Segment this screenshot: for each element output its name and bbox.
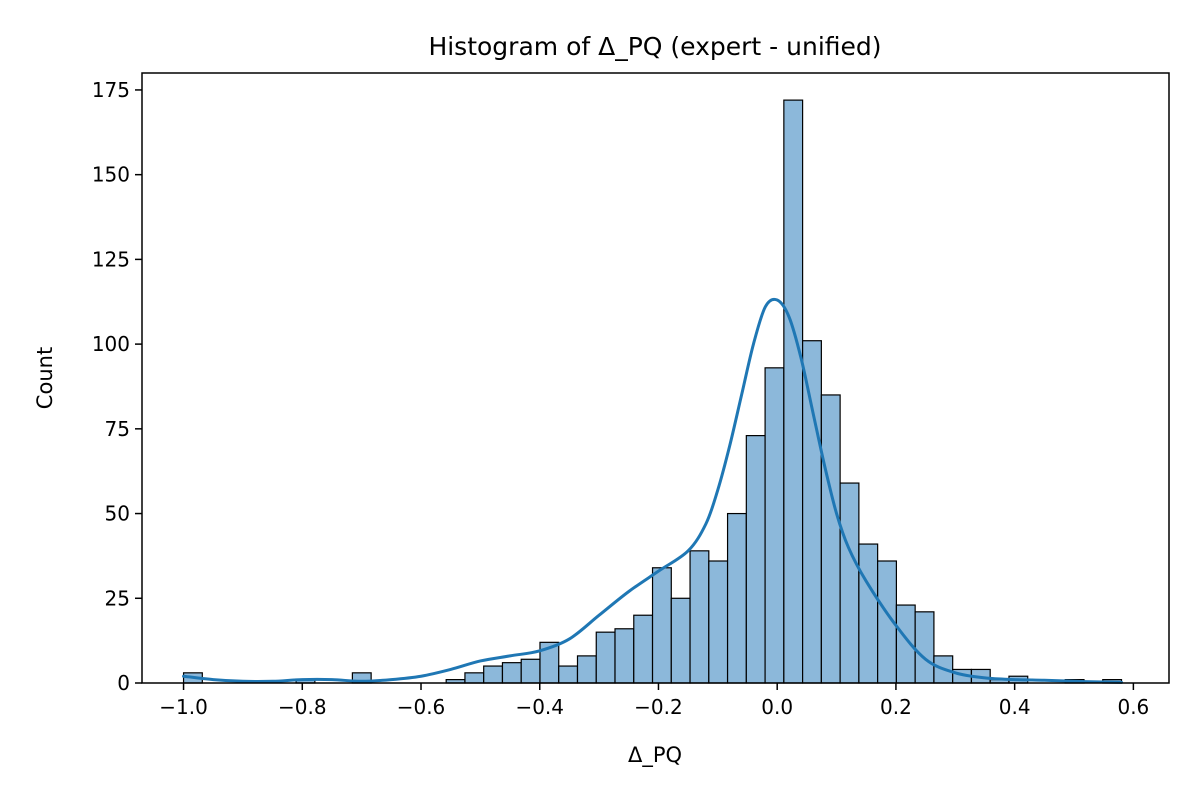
histogram-bar — [745, 435, 766, 684]
histogram-bar — [558, 665, 579, 684]
histogram-bar — [520, 658, 541, 684]
y-tick-label: 100 — [92, 332, 130, 356]
histogram-bar — [595, 631, 616, 684]
chart-title: Histogram of Δ_PQ (expert - unified) — [428, 32, 881, 61]
histogram-bar — [802, 340, 822, 684]
y-axis-label: Count — [33, 347, 57, 409]
x-tick-label: 0.4 — [999, 695, 1031, 719]
x-axis: −1.0 −0.8 −0.6 −0.4 −0.2 0.0 0.2 0.4 0.6 — [159, 683, 1149, 719]
histogram-bar — [858, 543, 879, 684]
y-tick-label: 150 — [92, 163, 130, 187]
histogram-bar — [726, 512, 747, 684]
plot-frame — [141, 72, 1170, 684]
histogram-bar — [670, 597, 691, 684]
histogram-bar — [708, 560, 729, 684]
x-tick-label: −0.4 — [515, 695, 564, 719]
histogram-bar — [651, 567, 672, 684]
histogram-bar — [839, 482, 860, 684]
x-tick-label: −1.0 — [159, 695, 208, 719]
histogram-bar — [501, 662, 522, 684]
y-tick-label: 125 — [92, 247, 130, 271]
histogram-bar — [820, 394, 841, 684]
x-tick-label: 0.6 — [1117, 695, 1149, 719]
y-tick-label: 25 — [105, 586, 130, 610]
kde-curve-line — [182, 297, 1124, 684]
y-tick-label: 75 — [105, 417, 130, 441]
x-tick-label: −0.2 — [634, 695, 683, 719]
histogram-bar — [614, 628, 635, 684]
histogram-bars — [182, 99, 1123, 684]
histogram-bar — [914, 611, 935, 684]
histogram-bar — [783, 99, 804, 684]
x-tick-label: 0.2 — [880, 695, 912, 719]
y-tick-label: 175 — [92, 78, 130, 102]
histogram-bar — [483, 665, 504, 684]
x-tick-label: −0.8 — [278, 695, 327, 719]
y-tick-label: 0 — [117, 671, 130, 695]
y-axis: 0 25 50 75 100 125 150 175 — [92, 78, 142, 695]
histogram-bar — [764, 367, 785, 684]
x-axis-label: Δ_PQ — [628, 743, 682, 768]
histogram-bar — [633, 614, 654, 684]
histogram-bar — [689, 550, 710, 684]
x-tick-label: −0.6 — [397, 695, 446, 719]
x-tick-label: 0.0 — [761, 695, 793, 719]
histogram-bar — [576, 655, 597, 684]
histogram-bar — [464, 672, 485, 684]
y-tick-label: 50 — [105, 502, 130, 526]
